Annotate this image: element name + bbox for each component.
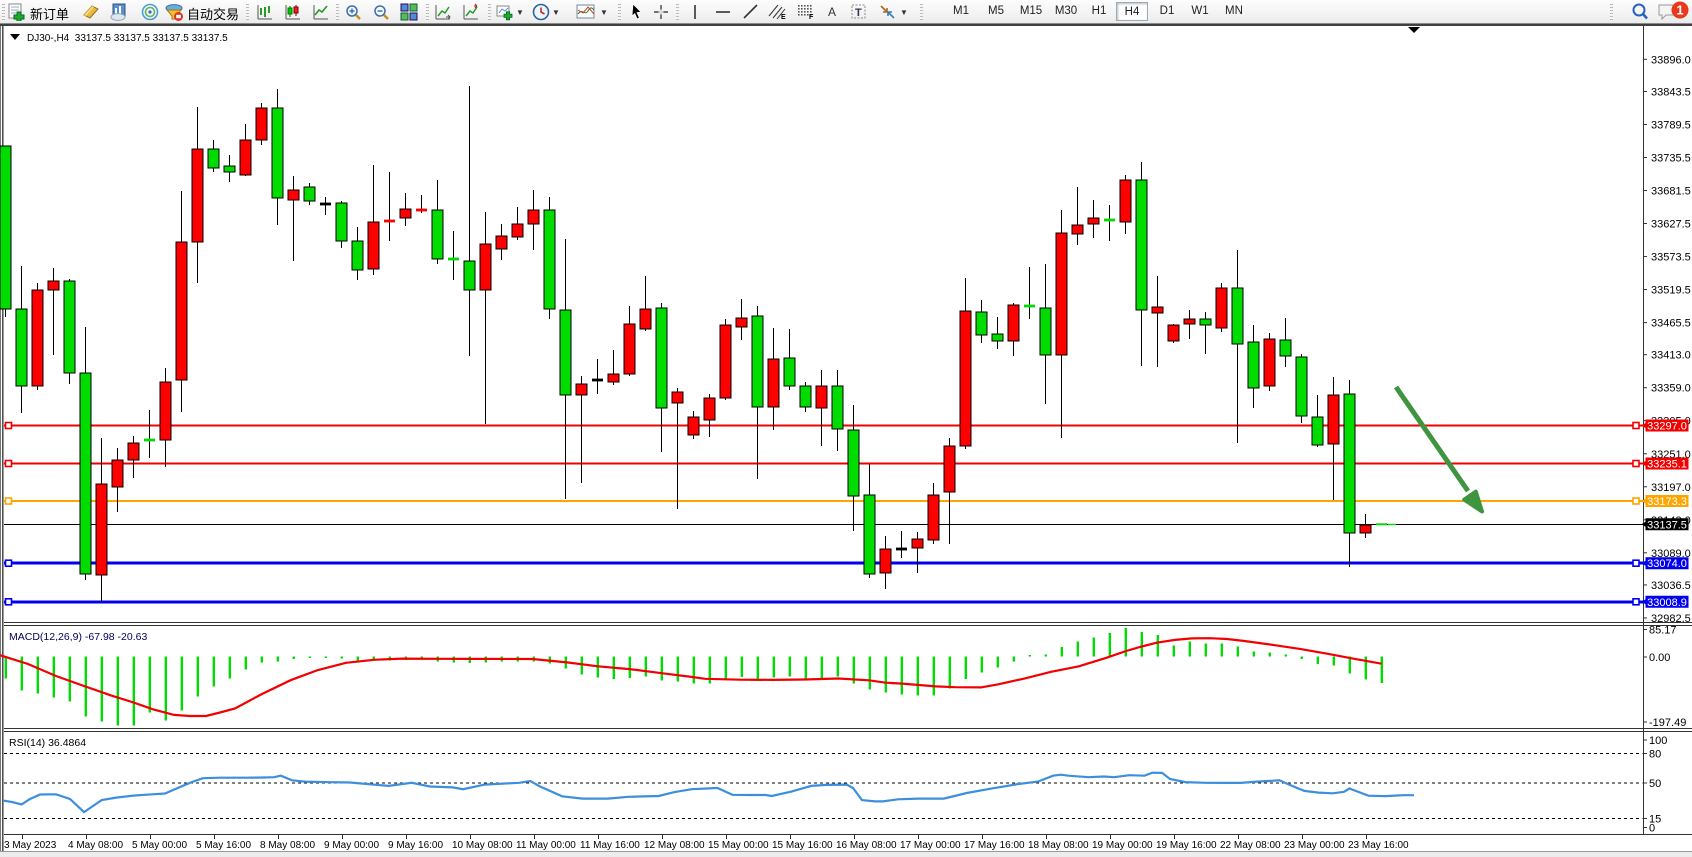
svg-text:33008.9: 33008.9: [1647, 597, 1687, 609]
svg-text:0: 0: [1649, 823, 1655, 835]
svg-text:10 May 08:00: 10 May 08:00: [452, 840, 513, 851]
svg-text:33137.5: 33137.5: [1647, 519, 1687, 531]
svg-text:1: 1: [1676, 3, 1683, 18]
svg-text:32982.5: 32982.5: [1651, 613, 1691, 625]
svg-text:23 May 00:00: 23 May 00:00: [1284, 840, 1345, 851]
svg-text:80: 80: [1649, 749, 1661, 761]
svg-text:15 May 16:00: 15 May 16:00: [772, 840, 833, 851]
svg-text:33789.5: 33789.5: [1651, 119, 1691, 131]
svg-text:33465.5: 33465.5: [1651, 318, 1691, 330]
svg-text:9 May 00:00: 9 May 00:00: [324, 840, 379, 851]
svg-text:3 May 2023: 3 May 2023: [4, 840, 57, 851]
svg-text:15: 15: [1649, 814, 1661, 826]
svg-text:33519.5: 33519.5: [1651, 285, 1691, 297]
svg-text:33896.0: 33896.0: [1651, 54, 1691, 66]
svg-text:33681.5: 33681.5: [1651, 186, 1691, 198]
svg-text:MACD(12,26,9) -67.98 -20.63: MACD(12,26,9) -67.98 -20.63: [9, 631, 147, 643]
svg-text:33413.0: 33413.0: [1651, 350, 1691, 362]
svg-text:12 May 08:00: 12 May 08:00: [644, 840, 705, 851]
svg-text:33173.3: 33173.3: [1647, 496, 1687, 508]
svg-text:33235.1: 33235.1: [1647, 459, 1687, 471]
svg-text:4 May 08:00: 4 May 08:00: [68, 840, 123, 851]
svg-text:5 May 00:00: 5 May 00:00: [132, 840, 187, 851]
svg-text:33735.5: 33735.5: [1651, 152, 1691, 164]
svg-text:F: F: [809, 14, 814, 21]
svg-text:16 May 08:00: 16 May 08:00: [836, 840, 897, 851]
svg-text:T: T: [855, 7, 862, 19]
svg-text:33297.0: 33297.0: [1647, 421, 1687, 433]
svg-text:18 May 08:00: 18 May 08:00: [1028, 840, 1089, 851]
svg-text:33359.0: 33359.0: [1651, 383, 1691, 395]
svg-text:RSI(14) 36.4864: RSI(14) 36.4864: [9, 737, 86, 749]
svg-text:-197.49: -197.49: [1649, 717, 1686, 729]
svg-text:19 May 16:00: 19 May 16:00: [1156, 840, 1217, 851]
svg-text:9 May 16:00: 9 May 16:00: [388, 840, 443, 851]
svg-text:5 May 16:00: 5 May 16:00: [196, 840, 251, 851]
svg-text:19 May 00:00: 19 May 00:00: [1092, 840, 1153, 851]
svg-text:15 May 00:00: 15 May 00:00: [708, 840, 769, 851]
svg-text:17 May 16:00: 17 May 16:00: [964, 840, 1025, 851]
svg-text:0.00: 0.00: [1649, 652, 1670, 664]
svg-text:8 May 08:00: 8 May 08:00: [260, 840, 315, 851]
svg-text:33036.5: 33036.5: [1651, 580, 1691, 592]
svg-text:DJ30-,H4 33137.5 33137.5 3313: DJ30-,H4 33137.5 33137.5 33137.5 33137.5: [27, 33, 228, 44]
svg-text:100: 100: [1649, 735, 1667, 747]
svg-text:33197.0: 33197.0: [1651, 482, 1691, 494]
svg-text:50: 50: [1649, 778, 1661, 790]
svg-text:33627.5: 33627.5: [1651, 219, 1691, 231]
svg-text:33573.5: 33573.5: [1651, 252, 1691, 264]
svg-text:85.17: 85.17: [1649, 625, 1677, 637]
svg-text:33089.0: 33089.0: [1651, 548, 1691, 560]
svg-text:22 May 08:00: 22 May 08:00: [1220, 840, 1281, 851]
svg-text:11 May 00:00: 11 May 00:00: [516, 840, 576, 851]
svg-text:33843.5: 33843.5: [1651, 86, 1691, 98]
svg-text:33074.0: 33074.0: [1647, 558, 1687, 570]
svg-text:A: A: [828, 5, 836, 19]
svg-text:23 May 16:00: 23 May 16:00: [1348, 840, 1409, 851]
svg-text:17 May 00:00: 17 May 00:00: [900, 840, 961, 851]
svg-text:11 May 16:00: 11 May 16:00: [580, 840, 640, 851]
svg-text:E: E: [781, 14, 786, 21]
